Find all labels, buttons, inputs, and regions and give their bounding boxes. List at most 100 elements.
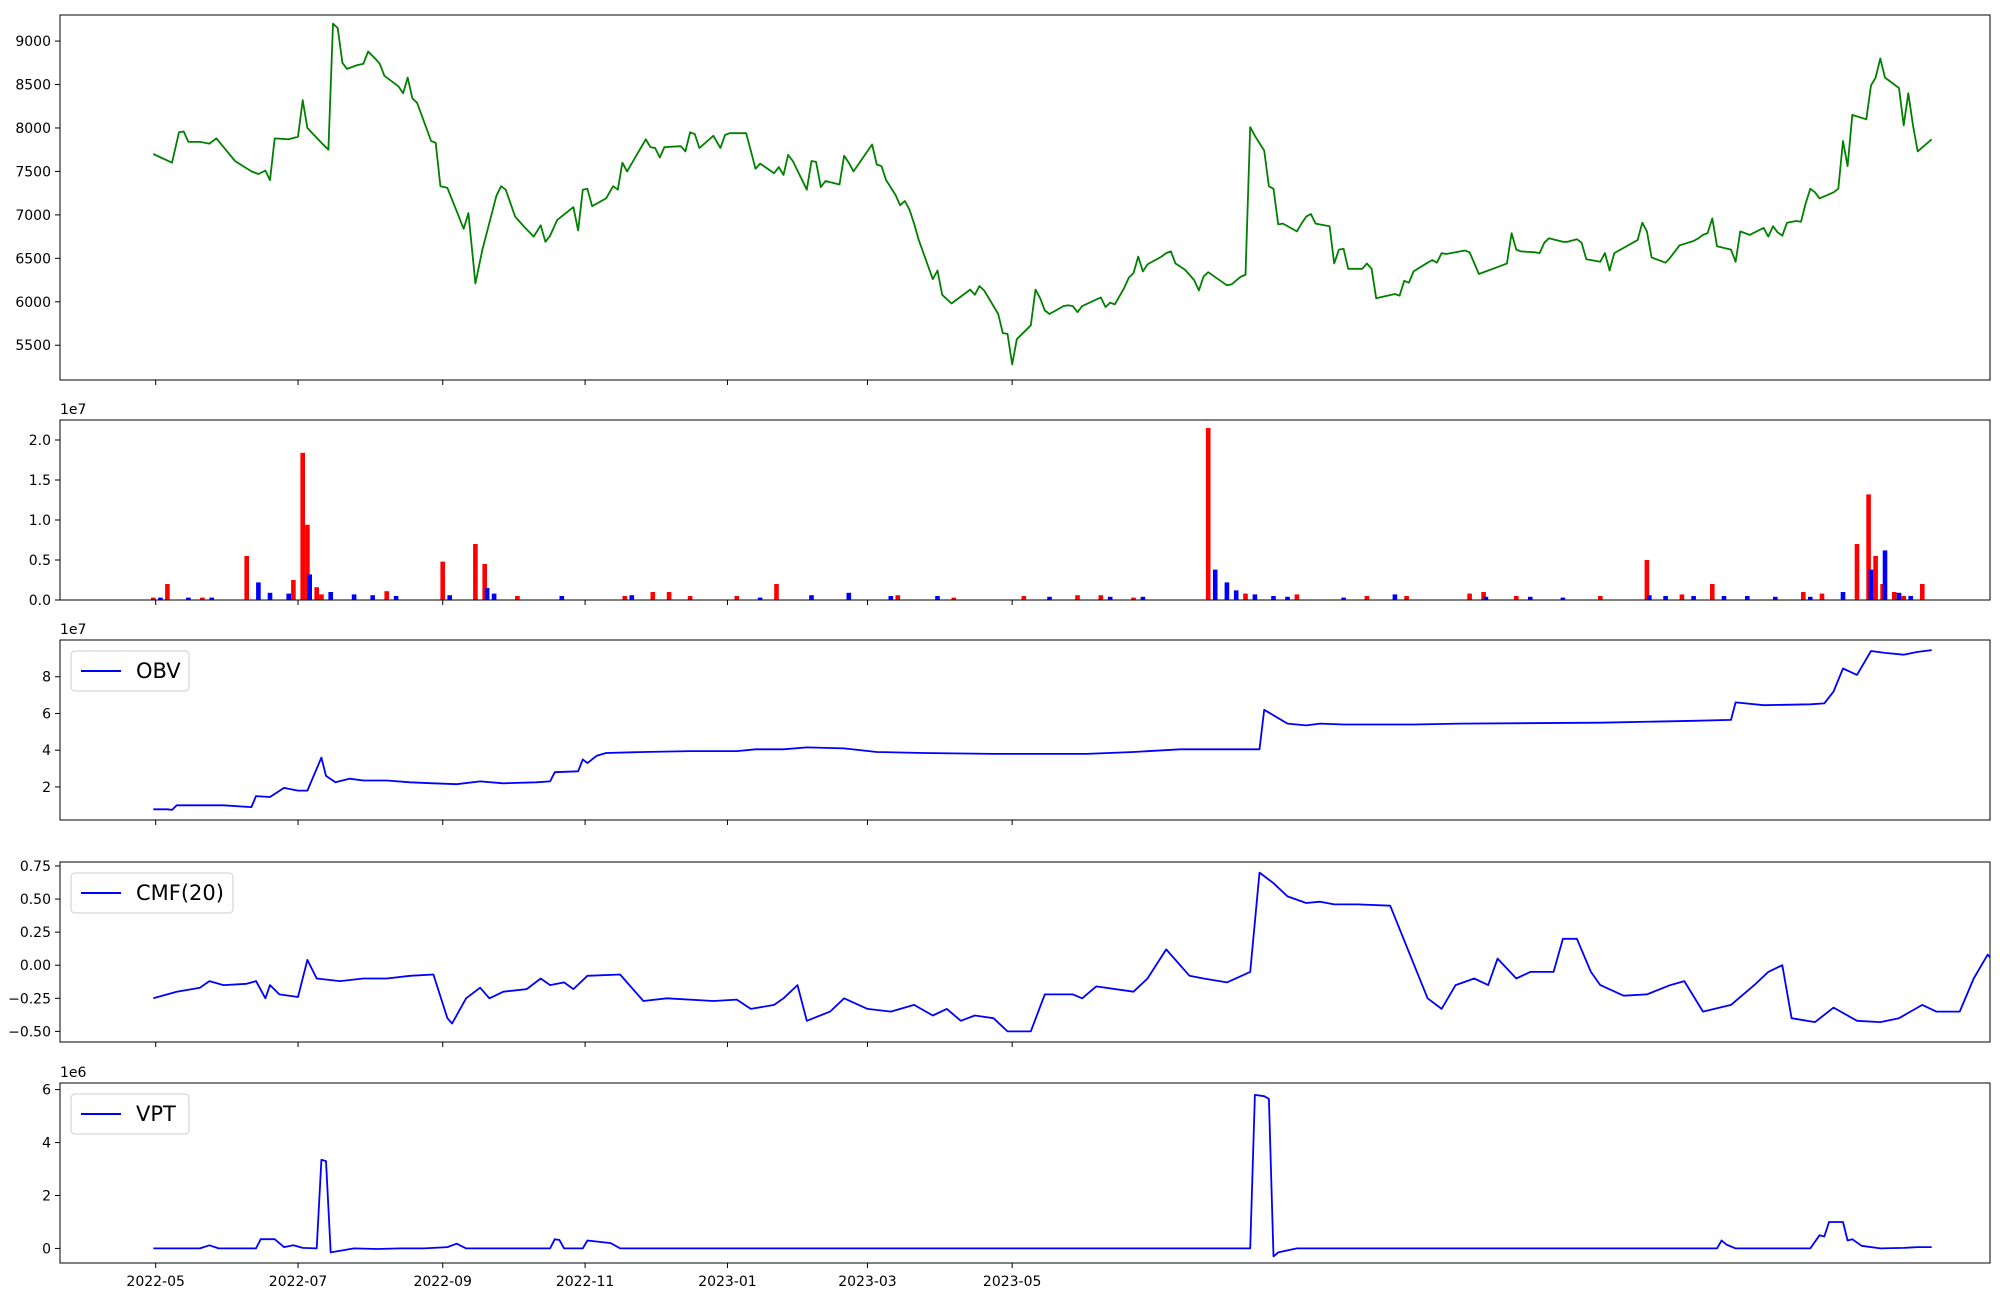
volume-panel: 0.0 0.5 1.0 1.5 2.0 1e7 — [29, 402, 1991, 609]
volume-bar — [629, 595, 635, 600]
volume-bar — [300, 452, 305, 600]
volume-bar — [1483, 596, 1489, 600]
volume-bar — [1920, 584, 1925, 600]
volume-bar — [305, 524, 310, 600]
plot-area — [153, 1094, 1932, 1258]
volume-bar — [1896, 592, 1902, 600]
volume-bar — [1721, 596, 1727, 600]
volume-bar — [370, 595, 375, 600]
volume-bar — [757, 597, 763, 600]
volume-bar — [473, 544, 478, 600]
x-axis: 2022-05 2022-07 2022-09 2022-11 2023-01 2023-… — [126, 1274, 1041, 1290]
volume-bar — [1140, 596, 1146, 600]
volume-bar — [1840, 592, 1846, 600]
volume-bar — [650, 592, 656, 600]
volume-bar — [1866, 494, 1871, 600]
volume-bar — [1691, 596, 1696, 600]
axes-frame — [59, 419, 1991, 601]
volume-bar — [1679, 594, 1685, 600]
x-tick-label: 2023-05 — [983, 1274, 1042, 1290]
volume-bar — [1098, 595, 1104, 600]
volume-bar — [1481, 592, 1486, 600]
volume-bar — [1224, 582, 1230, 600]
volume-bar — [319, 594, 324, 600]
volume-bar — [291, 580, 296, 600]
plot-area — [153, 871, 1990, 1033]
volume-bar — [209, 597, 214, 600]
legend-box — [70, 1093, 190, 1135]
volume-bar — [314, 587, 319, 600]
y-tick-label: 2.0 — [29, 433, 51, 449]
series-line — [153, 649, 1932, 811]
plot-area — [153, 649, 1932, 811]
y-tick-label: 0.50 — [20, 892, 51, 908]
x-tick-label: 2022-11 — [556, 1274, 615, 1290]
volume-bar — [447, 595, 452, 600]
volume-bar — [1647, 595, 1652, 600]
volume-bar — [1075, 595, 1080, 600]
y-tick-label: 8 — [42, 670, 51, 686]
axes-frame — [59, 639, 1991, 821]
volume-bar — [1341, 597, 1346, 600]
volume-bar — [1514, 596, 1519, 600]
volume-bar — [1901, 596, 1906, 600]
axis-offset-label: 1e7 — [60, 402, 86, 418]
plot-area — [152, 22, 1933, 366]
legend-label: OBV — [136, 659, 181, 683]
y-tick-label: 9000 — [15, 34, 51, 50]
volume-bar — [440, 561, 445, 600]
volume-bar — [1882, 550, 1888, 600]
y-tick-label: 8000 — [15, 121, 51, 137]
y-tick-label: 0.25 — [20, 925, 51, 941]
volume-bar — [482, 564, 487, 600]
volume-bar — [1528, 596, 1533, 600]
x-tick-label: 2022-05 — [126, 1274, 185, 1290]
legend: OBV — [70, 650, 190, 692]
obv-panel: 2 4 6 8 1e7 OBV — [42, 622, 1991, 825]
volume-bar — [935, 596, 940, 600]
y-tick-label: 8500 — [15, 78, 51, 94]
volume-bar — [1892, 592, 1897, 600]
y-tick-label: 2 — [42, 780, 51, 796]
volume-bar — [951, 597, 957, 600]
volume-bar — [1021, 596, 1027, 600]
volume-bar — [1131, 597, 1136, 600]
legend-label: CMF(20) — [136, 881, 224, 905]
volume-bar — [328, 592, 333, 600]
volume-bar — [622, 596, 628, 600]
volume-bar — [846, 592, 852, 600]
volume-bar — [491, 593, 497, 600]
volume-bar — [1745, 596, 1750, 600]
series-line — [153, 871, 1990, 1033]
volume-bar — [1598, 596, 1603, 600]
axes-frame — [59, 861, 1991, 1043]
y-tick-label: 5500 — [15, 338, 51, 354]
volume-bar — [888, 596, 894, 600]
y-tick-label: 6000 — [15, 295, 51, 311]
volume-bar — [895, 595, 901, 600]
volume-bar — [1285, 596, 1290, 600]
axis-offset-label: 1e6 — [60, 1065, 87, 1081]
cmf-panel: −0.50 −0.25 0.00 0.25 0.50 0.75 CMF(20) — [8, 859, 1991, 1047]
axes-frame — [59, 1082, 1991, 1264]
volume-bar — [1644, 560, 1650, 600]
y-tick-label: 1.0 — [29, 513, 51, 529]
volume-bar — [1467, 593, 1472, 600]
volume-bar — [165, 584, 170, 600]
y-tick-label: 0.75 — [20, 859, 51, 875]
volume-bar — [307, 574, 312, 600]
volume-bar — [1868, 569, 1874, 600]
legend: CMF(20) — [70, 872, 234, 914]
volume-bar — [666, 592, 672, 600]
volume-bar — [158, 597, 163, 600]
series-line — [153, 1094, 1932, 1258]
volume-bar — [244, 556, 249, 600]
vpt-panel: 0 2 4 6 1e6 VPT — [42, 1065, 1991, 1268]
volume-bar — [484, 588, 490, 600]
legend-box — [70, 872, 234, 914]
volume-bar — [1294, 594, 1300, 600]
volume-bar — [393, 596, 399, 600]
volume-bar — [809, 595, 814, 600]
volume-bar — [559, 596, 565, 600]
